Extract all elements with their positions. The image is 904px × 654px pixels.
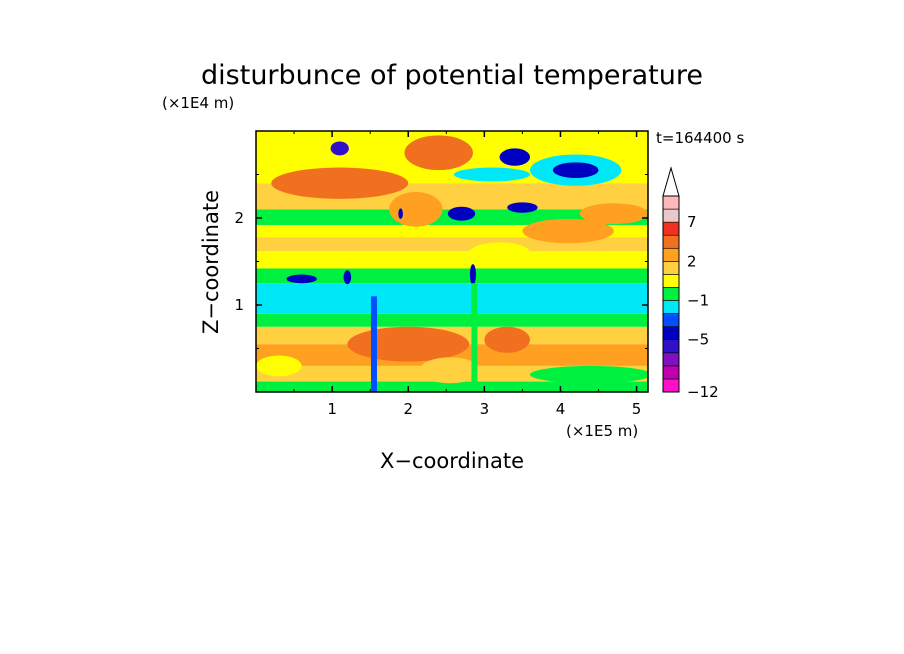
- x-axis-label: X−coordinate: [380, 449, 524, 473]
- colorbar-segment: [662, 339, 680, 354]
- colorbar-segment: [662, 195, 680, 210]
- contour-cell-8: [507, 202, 538, 213]
- contour-cell-5: [330, 141, 349, 156]
- contour-cell-21: [419, 357, 481, 384]
- y-tick-label: 1: [234, 296, 244, 314]
- contour-cell-3: [389, 191, 443, 227]
- colorbar-label: −1: [687, 292, 709, 310]
- colorbar-label: −12: [687, 383, 719, 401]
- x-tick-label: 2: [403, 400, 413, 418]
- time-label: t=164400 s: [656, 129, 744, 147]
- colorbar-segment: [662, 352, 680, 367]
- colorbar: −12−5−127: [662, 166, 719, 401]
- x-tick-label: 3: [480, 400, 490, 418]
- contour-cell-11: [552, 162, 599, 178]
- contour-band-7: [256, 251, 648, 269]
- contour-band-4: [256, 313, 648, 327]
- contour-cell-4: [404, 135, 473, 171]
- contour-cell-2: [294, 174, 386, 192]
- plume-1: [471, 283, 478, 392]
- contour-cell-14: [469, 242, 531, 264]
- contour-cell-12: [522, 218, 614, 244]
- axis-ticks: 1 2 3 4 5 1 2: [234, 131, 648, 418]
- colorbar-segment: [662, 234, 680, 249]
- colorbar-segment: [662, 287, 680, 301]
- colorbar-segment: [662, 313, 680, 327]
- colorbar-label: 2: [687, 252, 697, 270]
- colorbar-label: −5: [687, 331, 709, 349]
- chart-title: disturbunce of potential temperature: [201, 60, 703, 91]
- colorbar-segment: [662, 221, 680, 236]
- x-tick-label: 5: [632, 400, 642, 418]
- contour-band-0: [256, 381, 648, 392]
- contour-cell-18: [398, 208, 403, 219]
- colorbar-segment: [662, 261, 680, 275]
- x-tick-label: 4: [556, 400, 566, 418]
- contour-cell-20: [484, 326, 531, 353]
- colorbar-frame: [662, 195, 680, 393]
- y-axis-label: Z−coordinate: [199, 190, 223, 334]
- colorbar-segment: [662, 378, 680, 393]
- colorbar-segment: [662, 274, 680, 288]
- x-tick-label: 1: [327, 400, 337, 418]
- plot-area: [256, 131, 648, 392]
- contour-cell-13: [579, 203, 648, 225]
- contour-cell-16: [343, 270, 352, 285]
- colorbar-segment: [662, 365, 680, 380]
- contour-cell-7: [453, 167, 531, 182]
- colorbar-segment: [662, 247, 680, 262]
- colorbar-segment: [662, 326, 680, 341]
- contour-cell-19: [347, 326, 470, 362]
- colorbar-label: 7: [687, 213, 697, 231]
- plume-0: [370, 296, 377, 392]
- contour-band-6: [256, 268, 648, 284]
- contour-cell-22: [530, 365, 648, 384]
- y-tick-label: 2: [234, 209, 244, 227]
- y-axis-unit: (×1E4 m): [162, 94, 234, 112]
- contour-cell-17: [469, 264, 476, 285]
- colorbar-extend-arrow: [662, 166, 680, 197]
- contour-cell-9: [447, 206, 476, 221]
- contour-cell-6: [499, 148, 531, 166]
- x-axis-unit: (×1E5 m): [566, 422, 638, 440]
- contour-cell-15: [286, 274, 317, 284]
- contour-cell-23: [256, 355, 302, 377]
- contour-band-5: [256, 283, 648, 314]
- colorbar-segment: [662, 208, 680, 223]
- colorbar-segment: [662, 300, 680, 314]
